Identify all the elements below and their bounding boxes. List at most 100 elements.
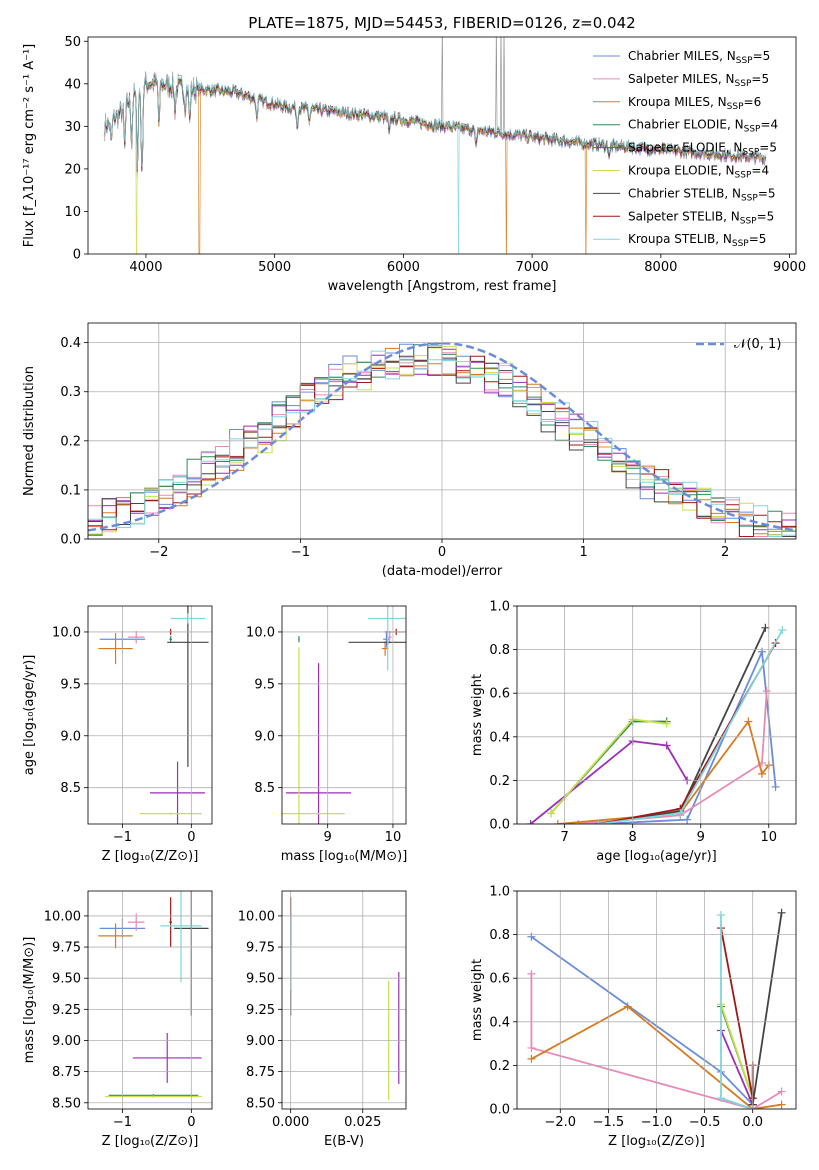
y-axis-label: mass weight <box>470 959 485 1041</box>
y-tick-label: 0.8 <box>489 643 510 658</box>
y-tick-label: 1.0 <box>489 885 510 900</box>
legend-subscript: SSP <box>735 171 752 181</box>
axes-weight-vs-Z: −2.0 −1.5 −1.0 −0.5 0.0 0.0 0.2 0.4 0.6 0.8 1.0 Z [… <box>470 885 797 1149</box>
y-tick-label: 9.50 <box>246 972 275 987</box>
y-tick-label: 9.00 <box>246 1034 275 1049</box>
y-tick-label: 9.00 <box>52 1034 81 1049</box>
y-axis-label: Flux [f_λ10⁻¹⁷ erg cm⁻² s⁻¹ A⁻¹] <box>22 44 37 248</box>
mass-weight-marker <box>683 815 692 824</box>
x-tick-label: 0 <box>187 1115 195 1130</box>
mass-weight-line <box>720 1004 754 1099</box>
x-tick-label: −2 <box>149 545 168 560</box>
x-axis-label: (data-model)/error <box>382 564 503 579</box>
axes-residuals: −2 −1 0 1 2 0.0 0.1 0.2 0.3 0.4 (data-model)/error… <box>22 322 797 579</box>
x-axis-label: E(B-V) <box>324 1134 364 1149</box>
axes-frame <box>87 322 797 540</box>
legend-subscript: SSP <box>744 125 761 135</box>
y-tick-label: 9.0 <box>254 729 275 744</box>
spectrum-legend: Chabrier MILES, NSSP=5 Salpeter MILES, NS… <box>593 49 778 249</box>
y-tick-label: 10.0 <box>246 625 275 640</box>
y-tick-label: 10.0 <box>52 625 81 640</box>
x-tick-label: 6000 <box>387 260 420 275</box>
legend-subscript: SSP <box>727 102 744 112</box>
x-axis-label: Z [log₁₀(Z/Z⊙)] <box>608 1134 705 1149</box>
axes-frame <box>281 605 407 825</box>
x-tick-label: −1.0 <box>641 1115 673 1130</box>
legend-subscript: SSP <box>735 79 752 89</box>
mass-weight-line <box>751 912 783 1105</box>
axes-mass-vs-EBV: 0.000 0.025 8.50 8.75 9.00 9.25 9.50 9.75 10.00 E… <box>238 890 407 1149</box>
mass-weight-marker <box>527 969 536 978</box>
mass-weight-marker <box>744 717 753 726</box>
y-tick-label: 8.75 <box>52 1065 81 1080</box>
x-tick-label: 0.0 <box>742 1115 763 1130</box>
legend-subscript: SSP <box>741 193 758 203</box>
x-tick-label: 9 <box>697 830 705 845</box>
x-tick-label: −1 <box>113 830 132 845</box>
legend-value: =6 <box>744 95 762 109</box>
legend-label: Chabrier STELIB, NSSP=5 <box>628 186 776 203</box>
x-tick-label: −1.5 <box>593 1115 625 1130</box>
mass-weight-marker <box>761 623 770 632</box>
axes-mass-vs-Z: −1 0 8.50 8.75 9.00 9.25 9.50 9.75 10.00 Z [log₁₀… <box>22 890 213 1149</box>
mass-weight-marker <box>526 820 535 824</box>
y-tick-label: 0.6 <box>489 972 510 987</box>
y-tick-label: 0.3 <box>60 385 81 400</box>
x-tick-label: 0.025 <box>344 1115 381 1130</box>
axes-frame <box>87 890 213 1110</box>
x-tick-label: −0.5 <box>689 1115 721 1130</box>
y-tick-label: 9.25 <box>246 1003 275 1018</box>
y-tick-label: 10 <box>64 205 81 220</box>
model-spectrum-line <box>104 74 767 254</box>
plot-area-spectrum <box>104 37 767 254</box>
legend-value: =5 <box>749 232 767 246</box>
y-tick-label: 9.5 <box>254 677 275 692</box>
y-tick-label: 9.50 <box>52 972 81 987</box>
x-tick-label: 8000 <box>644 260 677 275</box>
y-tick-label: 0.4 <box>489 730 510 745</box>
x-tick-label: 10 <box>385 830 402 845</box>
axes-frame <box>87 605 213 825</box>
x-tick-label: 2 <box>721 545 729 560</box>
y-tick-label: 0.0 <box>489 818 510 833</box>
x-tick-label: 5000 <box>258 260 291 275</box>
normal-legend-label: 𝒩(0, 1) <box>734 337 781 352</box>
mass-weight-marker <box>527 1054 536 1063</box>
y-tick-label: 10.00 <box>44 909 81 924</box>
x-tick-label: 0.000 <box>272 1115 309 1130</box>
y-tick-label: 20 <box>64 162 81 177</box>
legend-subscript: SSP <box>742 148 759 158</box>
legend-label: Salpeter MILES, NSSP=5 <box>628 72 769 89</box>
y-tick-label: 8.5 <box>60 781 81 796</box>
x-tick-label: 4000 <box>129 260 162 275</box>
mass-weight-marker <box>527 1043 536 1052</box>
mass-weight-marker <box>777 1087 786 1096</box>
x-tick-label: 7 <box>560 830 568 845</box>
x-tick-label: 7000 <box>516 260 549 275</box>
axes-frame <box>87 36 797 255</box>
axes-frame <box>281 890 407 1110</box>
y-tick-label: 10.00 <box>238 909 275 924</box>
mass-weight-marker <box>757 769 766 778</box>
x-axis-label: Z [log₁₀(Z/Z⊙)] <box>102 849 199 864</box>
mass-weight-marker <box>547 809 556 818</box>
y-tick-label: 8.75 <box>246 1065 275 1080</box>
legend-label: Kroupa STELIB, NSSP=5 <box>628 232 766 249</box>
legend-value: =5 <box>758 186 776 200</box>
legend-subscript: SSP <box>740 216 757 226</box>
y-tick-label: 9.75 <box>52 941 81 956</box>
legend-value: =5 <box>759 141 777 155</box>
y-tick-label: 0 <box>73 248 81 263</box>
mass-weight-marker <box>623 1002 632 1011</box>
axes-age-vs-mass: 9 10 8.5 9.0 9.5 10.0 mass [log₁₀(M/M⊙)] <box>246 605 407 864</box>
y-tick-label: 9.0 <box>60 729 81 744</box>
x-axis-label: Z [log₁₀(Z/Z⊙)] <box>102 1134 199 1149</box>
y-tick-label: 0.1 <box>60 483 81 498</box>
y-tick-label: 40 <box>64 77 81 92</box>
axes-frame <box>516 890 797 1110</box>
mass-weight-line <box>530 1005 782 1109</box>
axes-weight-vs-age: 7 8 9 10 0.0 0.2 0.4 0.6 0.8 1.0 age [log₁₀(age/yr… <box>470 600 797 864</box>
mass-weight-marker <box>762 687 771 696</box>
mass-weight-marker <box>716 1094 725 1103</box>
y-tick-label: 0.8 <box>489 928 510 943</box>
